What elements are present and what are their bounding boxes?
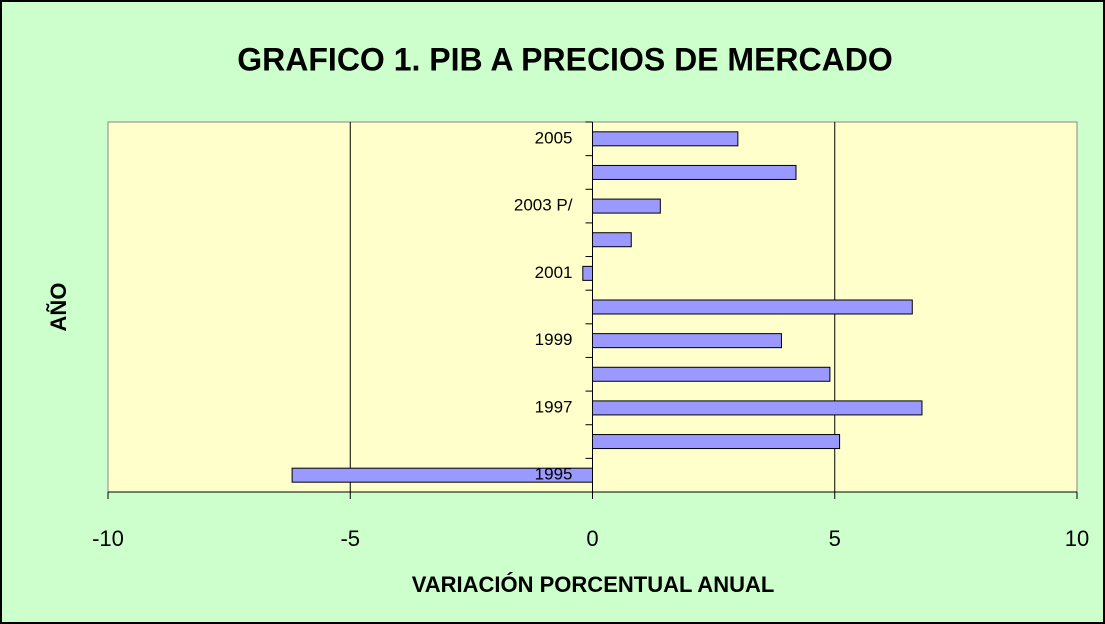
bar bbox=[592, 131, 739, 147]
y-tick-label: 2003 P/ bbox=[514, 196, 573, 215]
y-axis-label: AÑO bbox=[46, 283, 71, 332]
y-tick-label: 2001 bbox=[535, 263, 573, 282]
y-tick-label: 1999 bbox=[535, 330, 573, 349]
bar bbox=[592, 299, 913, 315]
bar bbox=[582, 265, 593, 281]
x-tick-label: 5 bbox=[829, 526, 841, 551]
x-tick-label: -5 bbox=[340, 526, 360, 551]
y-tick-label: 1995 bbox=[535, 465, 573, 484]
bar bbox=[291, 467, 593, 483]
bar bbox=[592, 434, 841, 450]
x-tick-label: 10 bbox=[1065, 526, 1089, 551]
chart-title: GRAFICO 1. PIB A PRECIOS DE MERCADO bbox=[237, 41, 892, 77]
y-tick-label: 1997 bbox=[535, 397, 573, 416]
x-tick-label: 0 bbox=[586, 526, 598, 551]
bar bbox=[592, 366, 831, 382]
bar bbox=[592, 400, 923, 416]
x-tick-label: -10 bbox=[92, 526, 124, 551]
bar bbox=[592, 164, 797, 180]
bar bbox=[592, 333, 782, 349]
y-tick-label: 2005 bbox=[535, 128, 573, 147]
bar bbox=[592, 198, 661, 214]
x-axis-label: VARIACIÓN PORCENTUAL ANUAL bbox=[412, 572, 775, 597]
bar bbox=[592, 232, 632, 248]
